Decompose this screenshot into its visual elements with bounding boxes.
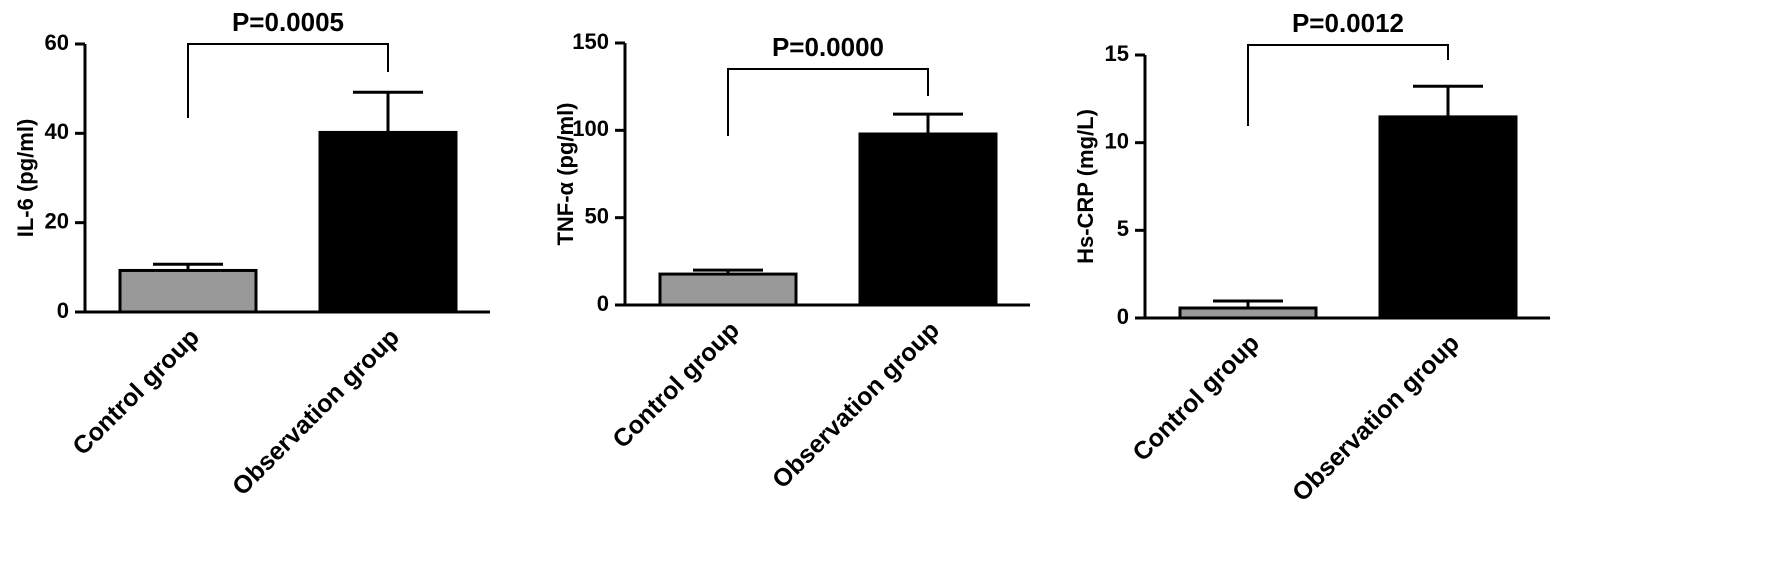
- y-tick-label: 10: [1105, 128, 1129, 153]
- significance-bracket: [1247, 44, 1449, 126]
- y-tick-label: 0: [1117, 304, 1129, 329]
- x-tick-label: Control group: [607, 316, 745, 454]
- x-tick-label: Observation group: [1287, 329, 1465, 507]
- x-tick-label: Observation group: [227, 323, 405, 501]
- annotation: P=0.0005: [232, 7, 344, 37]
- y-tick-label: 150: [572, 29, 609, 54]
- y-tick-label: 100: [572, 116, 609, 141]
- x-tick-label: Control group: [1127, 329, 1265, 467]
- y-axis-label: Hs-CRP (mg/L): [1073, 109, 1098, 264]
- y-tick-label: 60: [45, 30, 69, 55]
- significance-bracket: [187, 43, 389, 118]
- x-tick-label: Observation group: [767, 316, 945, 494]
- bar: [318, 130, 458, 314]
- annotation: P=0.0000: [772, 32, 884, 62]
- bar: [658, 272, 798, 307]
- y-tick-label: 5: [1117, 216, 1129, 241]
- x-tick-label: Control group: [67, 323, 205, 461]
- y-tick-label: 40: [45, 119, 69, 144]
- y-tick-label: 20: [45, 208, 69, 233]
- y-axis-label: TNF-α (pg/ml): [553, 102, 578, 245]
- y-tick-label: 50: [585, 203, 609, 228]
- bar: [858, 132, 998, 307]
- y-tick-label: 0: [597, 291, 609, 316]
- bar: [1378, 115, 1518, 320]
- annotation: P=0.0012: [1292, 8, 1404, 38]
- y-tick-label: 15: [1105, 41, 1129, 66]
- y-tick-label: 0: [57, 298, 69, 323]
- significance-bracket: [727, 68, 929, 136]
- y-axis-label: IL-6 (pg/ml): [13, 119, 38, 238]
- bar: [1178, 306, 1318, 320]
- bar: [118, 268, 258, 314]
